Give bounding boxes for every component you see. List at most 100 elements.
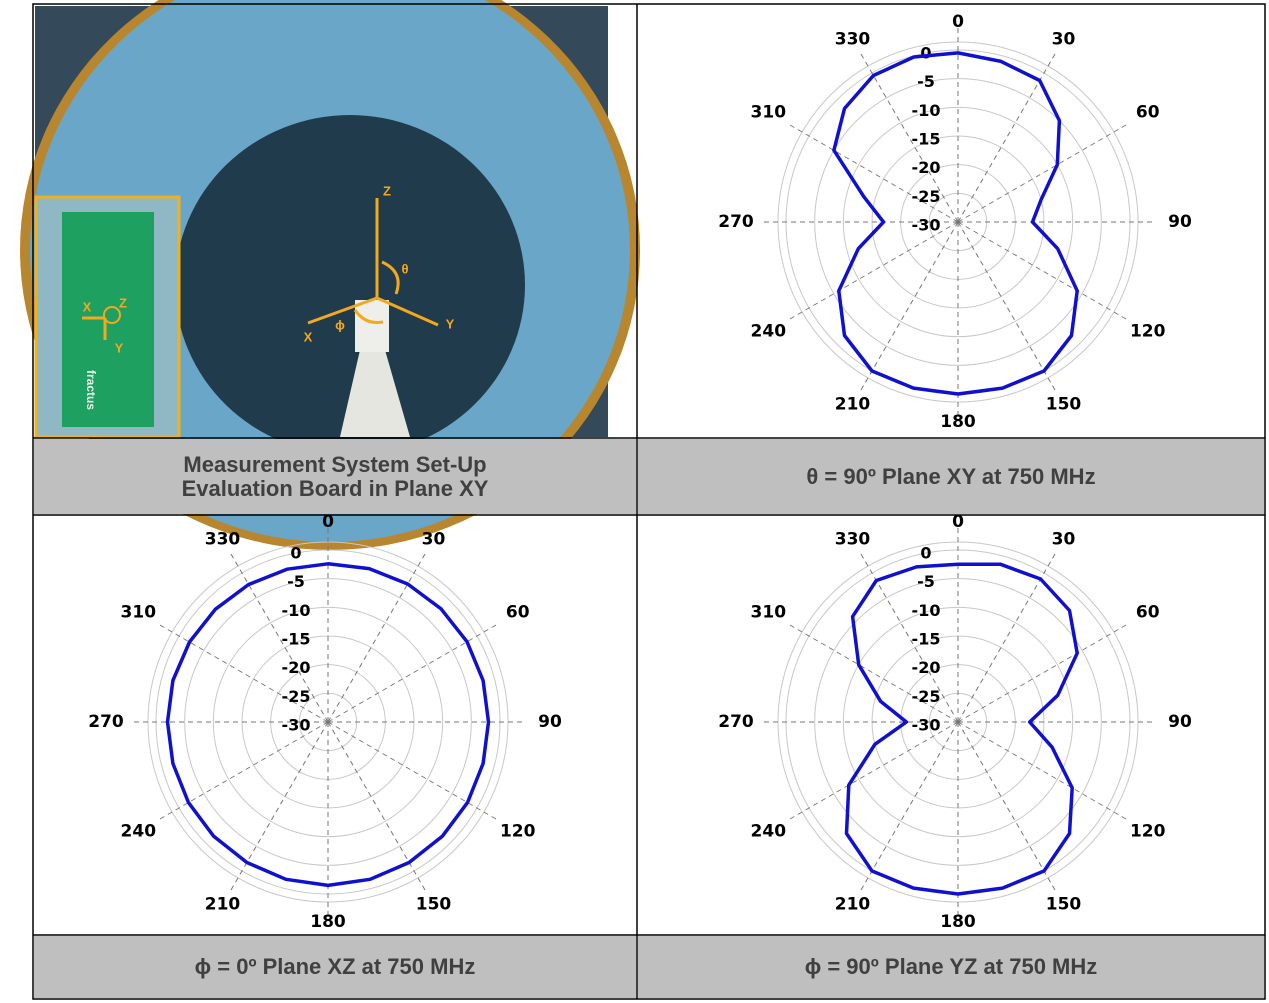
radial-tick-label: -25: [912, 187, 941, 206]
board: [62, 212, 154, 427]
caption-line: ϕ = 0º Plane XZ at 750 MHz: [194, 954, 476, 979]
angle-label: 210: [835, 895, 871, 915]
angle-label: 180: [940, 912, 976, 932]
grid-ring: [842, 106, 1074, 338]
radial-tick-label: -30: [282, 716, 311, 735]
caption-line: ϕ = 90º Plane YZ at 750 MHz: [804, 954, 1098, 979]
angle-label: 180: [940, 412, 976, 432]
angle-label: 210: [205, 895, 241, 915]
radial-tick-label: -10: [912, 101, 941, 120]
angle-label: 60: [506, 602, 530, 622]
radial-tick-label: -30: [912, 216, 941, 235]
spoke: [957, 221, 1129, 321]
caption-line: θ = 90º Plane XY at 750 MHz: [806, 463, 1096, 489]
spoke: [229, 551, 329, 723]
photo-label: Y: [446, 316, 455, 331]
spoke: [327, 623, 499, 723]
grid-ring: [814, 78, 1102, 366]
angle-label: 120: [500, 822, 536, 842]
pattern-line: [832, 51, 1079, 396]
radial-tick-label: -25: [282, 687, 311, 706]
caption: ϕ = 90º Plane YZ at 750 MHz: [638, 936, 1264, 998]
spoke: [787, 123, 959, 223]
grid-ring: [212, 606, 444, 838]
angle-label: 150: [1046, 895, 1082, 915]
spoke: [229, 721, 329, 893]
spoke: [859, 721, 959, 893]
angle-label: 210: [835, 395, 871, 415]
angle-label: 330: [835, 529, 871, 549]
angle-label: 310: [751, 602, 787, 622]
angle-label: 60: [1136, 102, 1160, 122]
radial-tick-label: -15: [912, 130, 941, 149]
radial-tick-label: -15: [282, 630, 311, 649]
spoke: [787, 623, 959, 723]
caption-line: Evaluation Board in Plane XY: [181, 475, 489, 501]
radial-tick-label: -10: [282, 601, 311, 620]
spoke: [957, 721, 1129, 821]
polar-chart: 0 30 60 90 120 150 180 210 240 270 310 330 0 -5 -10 -15…: [718, 12, 1192, 432]
radial-tick-label: 0: [920, 544, 931, 563]
pattern-line: [165, 562, 491, 888]
radial-tick-label: -5: [917, 572, 935, 591]
board-label: X: [83, 299, 92, 314]
angle-label: 240: [751, 822, 787, 842]
angle-label: 240: [121, 822, 157, 842]
caption: ϕ = 0º Plane XZ at 750 MHz: [34, 936, 636, 998]
radial-tick-label: -5: [287, 572, 305, 591]
spoke: [787, 221, 959, 321]
spoke: [327, 721, 499, 821]
photo-label: Z: [383, 183, 391, 198]
radial-tick-label: -20: [912, 158, 941, 177]
angle-label: 330: [205, 529, 241, 549]
pedestal-top: [355, 300, 389, 352]
angle-label: 90: [538, 712, 562, 732]
polar-chart: 0 30 60 90 120 150 180 210 240 270 310 330 0 -5 -10 -15…: [718, 512, 1192, 932]
pattern-line: [844, 562, 1079, 896]
radial-tick-label: 0: [920, 44, 931, 63]
angle-label: 90: [1168, 712, 1192, 732]
polar-chart: 0 30 60 90 120 150 180 210 240 270 310 330 0 -5 -10 -15…: [88, 512, 562, 932]
spoke: [859, 551, 959, 723]
angle-label: 150: [416, 895, 452, 915]
spoke: [787, 721, 959, 821]
angle-label: 240: [751, 322, 787, 342]
photo-label: X: [304, 329, 313, 344]
spoke: [327, 551, 427, 723]
angle-label: 0: [952, 12, 964, 32]
spoke: [957, 721, 1057, 893]
spoke: [157, 721, 329, 821]
angle-label: 90: [1168, 212, 1192, 232]
spoke: [957, 221, 1057, 393]
angle-label: 270: [718, 712, 754, 732]
radial-tick-label: -10: [912, 601, 941, 620]
angle-label: 60: [1136, 602, 1160, 622]
caption: θ = 90º Plane XY at 750 MHz: [638, 439, 1264, 514]
angle-label: 270: [88, 712, 124, 732]
radial-tick-label: -20: [912, 658, 941, 677]
spoke: [327, 721, 427, 893]
photo-label: θ: [401, 261, 408, 276]
spoke: [157, 623, 329, 723]
caption: Measurement System Set-Up Evaluation Boa…: [34, 439, 636, 514]
radial-tick-label: -15: [912, 630, 941, 649]
radial-tick-label: -25: [912, 687, 941, 706]
angle-label: 120: [1130, 822, 1166, 842]
angle-label: 270: [718, 212, 754, 232]
radial-tick-label: -20: [282, 658, 311, 677]
grid-ring: [842, 606, 1074, 838]
angle-label: 30: [422, 529, 446, 549]
radial-tick-label: -30: [912, 716, 941, 735]
radial-tick-label: 0: [290, 544, 301, 563]
spoke: [859, 221, 959, 393]
spoke: [859, 51, 959, 223]
spoke: [957, 123, 1129, 223]
angle-label: 120: [1130, 322, 1166, 342]
chamber-opening: [175, 115, 525, 455]
board-label: Z: [119, 295, 127, 310]
angle-label: 310: [751, 102, 787, 122]
radial-tick-label: -5: [917, 72, 935, 91]
